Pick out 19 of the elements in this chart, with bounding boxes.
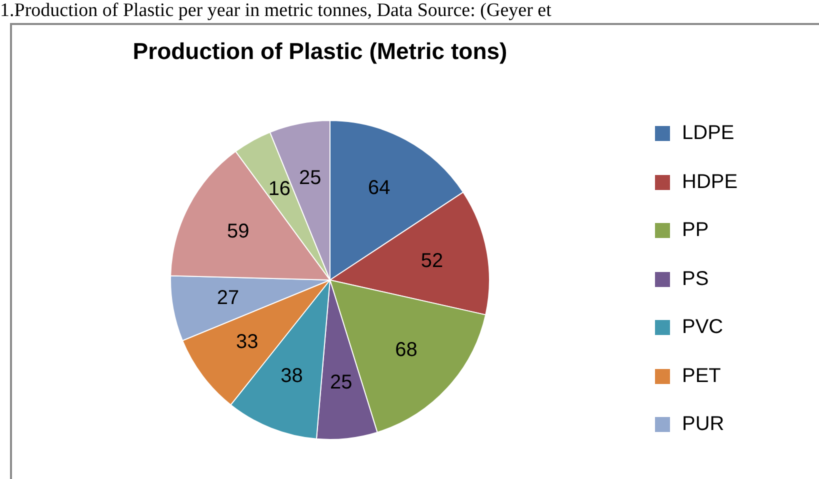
data-label: 27 bbox=[216, 287, 240, 310]
data-label: 59 bbox=[227, 220, 250, 242]
chart-title: Production of Plastic (Metric tons) bbox=[132, 38, 508, 65]
data-label: 64 bbox=[368, 177, 390, 200]
data-label: 25 bbox=[330, 372, 352, 394]
legend-label: PP bbox=[682, 219, 709, 242]
data-label: 33 bbox=[236, 330, 258, 353]
legend-label: PVC bbox=[682, 316, 724, 339]
legend-label: LDPE bbox=[682, 122, 734, 145]
legend-label: PS bbox=[682, 268, 709, 290]
text: 1.Production of Plastic per year in metric tonnes, Data Source: (Geyer et bbox=[0, 0, 552, 22]
legend-label: HDPE bbox=[682, 170, 738, 194]
data-label: 68 bbox=[395, 338, 418, 361]
data-label: 16 bbox=[268, 178, 291, 200]
data-label: 52 bbox=[420, 250, 444, 272]
legend-label: PET bbox=[682, 364, 721, 388]
data-label: 25 bbox=[298, 166, 322, 189]
legend-label: PUR bbox=[682, 413, 724, 436]
data-label: 38 bbox=[280, 364, 303, 387]
